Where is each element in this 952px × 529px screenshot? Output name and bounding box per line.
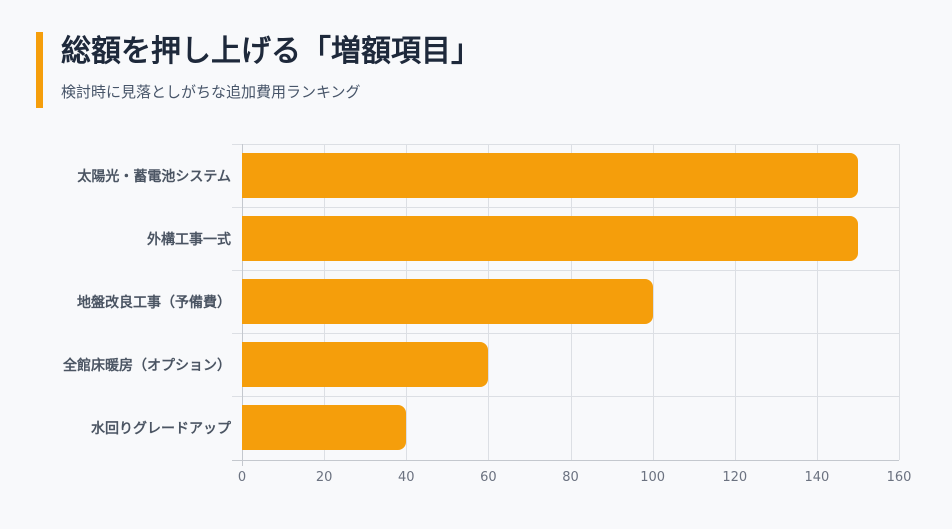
page-subtitle: 検討時に見落としがちな追加費用ランキング: [61, 83, 361, 101]
y-gridline: [232, 144, 899, 145]
x-tick-label: 160: [886, 470, 912, 485]
x-gridline: [817, 144, 818, 460]
bar[interactable]: [242, 153, 858, 198]
y-gridline: [232, 396, 899, 397]
y-gridline: [232, 270, 899, 271]
x-tick-label: 140: [804, 470, 830, 485]
y-category-label: 全館床暖房（オプション）: [63, 357, 231, 374]
bar[interactable]: [242, 342, 489, 387]
y-gridline: [232, 333, 899, 334]
header: 総額を押し上げる「増額項目」 検討時に見落としがちな追加費用ランキング: [36, 32, 481, 108]
x-gridline: [735, 144, 736, 460]
y-category-label: 水回りグレードアップ: [91, 420, 231, 437]
bar[interactable]: [242, 405, 407, 450]
x-tick-label: 120: [722, 470, 748, 485]
x-tick-label: 40: [397, 470, 415, 485]
bar[interactable]: [242, 216, 858, 261]
x-gridline: [899, 144, 900, 460]
x-axis-line: [232, 460, 899, 461]
bar[interactable]: [242, 279, 653, 324]
x-tick-label: 80: [562, 470, 579, 485]
y-category-label: 地盤改良工事（予備費）: [77, 294, 231, 311]
x-tick-label: 20: [315, 470, 333, 485]
x-gridline: [653, 144, 654, 460]
x-tick-label: 60: [480, 470, 497, 485]
y-category-label: 外構工事一式: [147, 231, 231, 248]
x-tick-label: 100: [640, 470, 666, 485]
x-tick-label: 0: [237, 470, 247, 485]
page-title: 総額を押し上げる「増額項目」: [61, 34, 481, 69]
y-gridline: [232, 207, 899, 208]
y-category-label: 太陽光・蓄電池システム: [77, 168, 231, 185]
